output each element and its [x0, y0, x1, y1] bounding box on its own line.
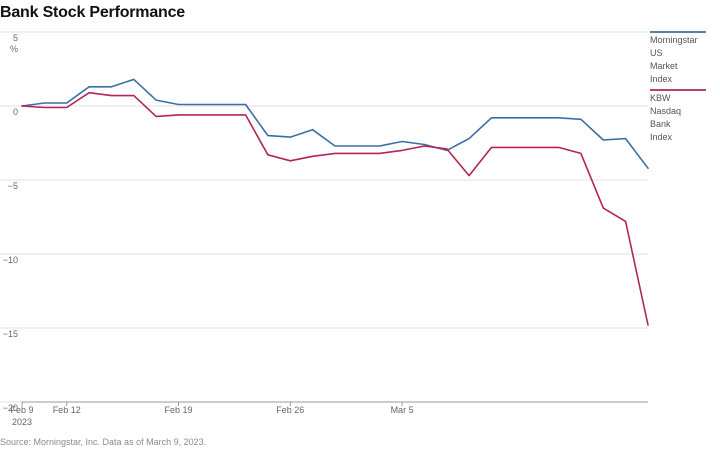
y-tick-label: −15	[3, 329, 18, 339]
y-tick-label: 5	[13, 33, 18, 43]
series-line-1	[21, 78, 649, 169]
x-tick-label: Mar 5	[391, 405, 414, 415]
y-unit-label: %	[10, 44, 18, 54]
chart-title: Bank Stock Performance	[0, 4, 186, 21]
source-note: Source: Morningstar, Inc. Data as of Mar…	[0, 437, 207, 447]
x-tick-label: Feb 26	[276, 405, 304, 415]
legend-label-2: KBW Nasdaq Bank Index	[650, 93, 681, 142]
y-tick-label: 0	[13, 107, 18, 117]
legend-label-1: Morningstar US Market Index	[650, 35, 698, 84]
y-tick-label: −5	[8, 181, 18, 191]
series-line-2	[21, 91, 649, 326]
x-tick-label: Feb 9 2023	[10, 405, 33, 427]
x-tick-label: Feb 12	[53, 405, 81, 415]
x-tick-label: Feb 19	[164, 405, 192, 415]
y-tick-label: −20	[3, 403, 18, 413]
y-tick-label: −10	[3, 255, 18, 265]
